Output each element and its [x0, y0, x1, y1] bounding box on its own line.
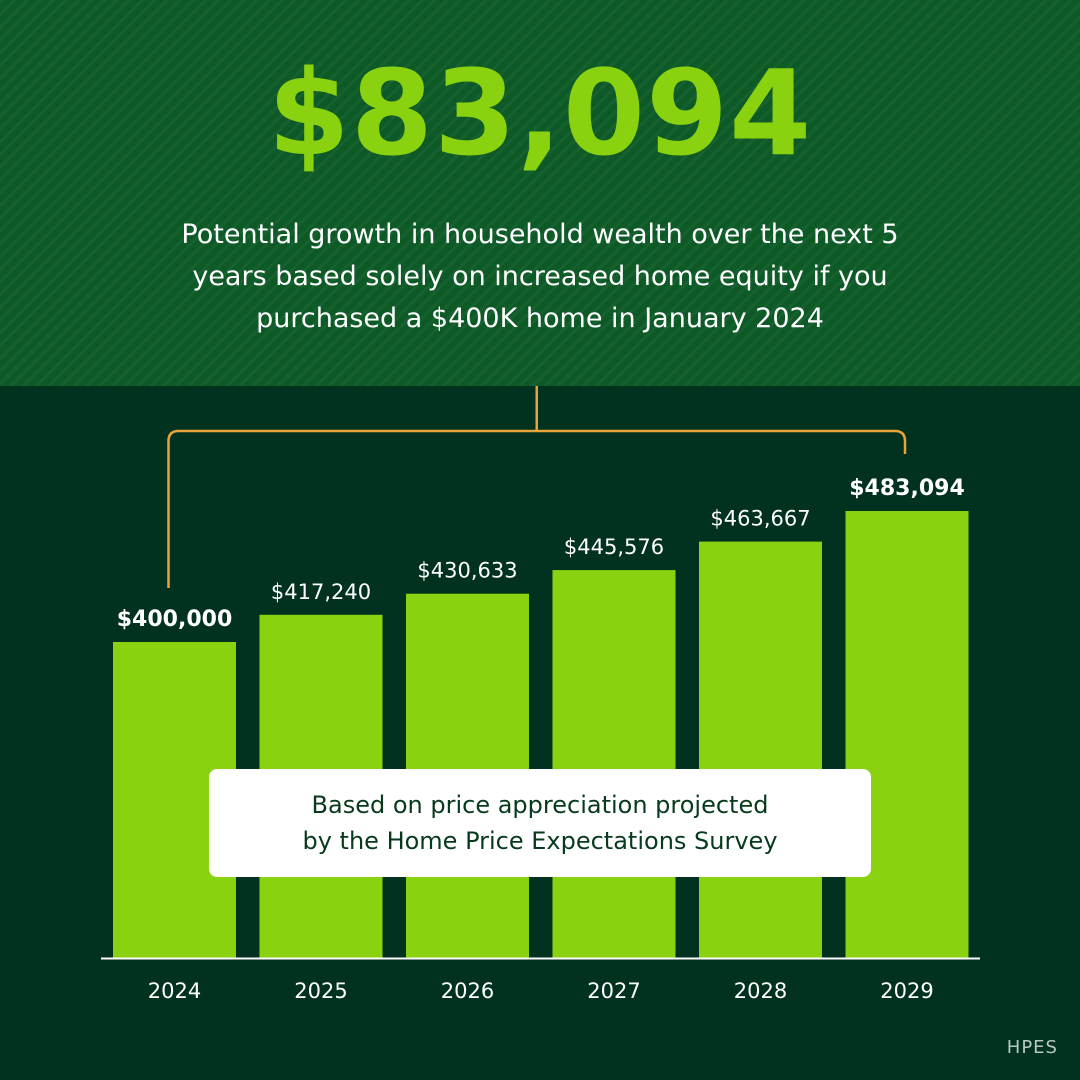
value-label-2026: $430,633: [417, 559, 517, 583]
tick-label-2025: 2025: [294, 979, 347, 1003]
bar-2027: [552, 570, 676, 958]
subtitle-line: purchased a $400K home in January 2024: [256, 303, 824, 334]
subtitle-line: years based solely on increased home equ…: [192, 261, 888, 292]
note-box: Based on price appreciation projected by…: [209, 769, 871, 877]
tick-label-2028: 2028: [734, 979, 787, 1003]
tick-label-2024: 2024: [148, 979, 201, 1003]
source-label: HPES: [1006, 1037, 1058, 1058]
value-label-2025: $417,240: [271, 580, 371, 604]
value-label-2029: $483,094: [849, 476, 965, 501]
subtitle: Potential growth in household wealth ove…: [120, 214, 960, 340]
headline-value: $83,094: [267, 44, 813, 182]
value-label-2024: $400,000: [117, 607, 233, 632]
tick-label-2026: 2026: [441, 979, 494, 1003]
note-line: by the Home Price Expectations Survey: [302, 827, 778, 855]
tick-label-2029: 2029: [880, 979, 933, 1003]
value-label-2027: $445,576: [564, 535, 664, 559]
header-panel: $83,094 Potential growth in household we…: [0, 0, 1080, 386]
tick-label-2027: 2027: [587, 979, 640, 1003]
note-line: Based on price appreciation projected: [311, 791, 769, 819]
bar-2029: [845, 511, 969, 958]
bar-2028: [699, 541, 822, 958]
value-label-2028: $463,667: [710, 507, 810, 531]
subtitle-line: Potential growth in household wealth ove…: [181, 219, 899, 250]
